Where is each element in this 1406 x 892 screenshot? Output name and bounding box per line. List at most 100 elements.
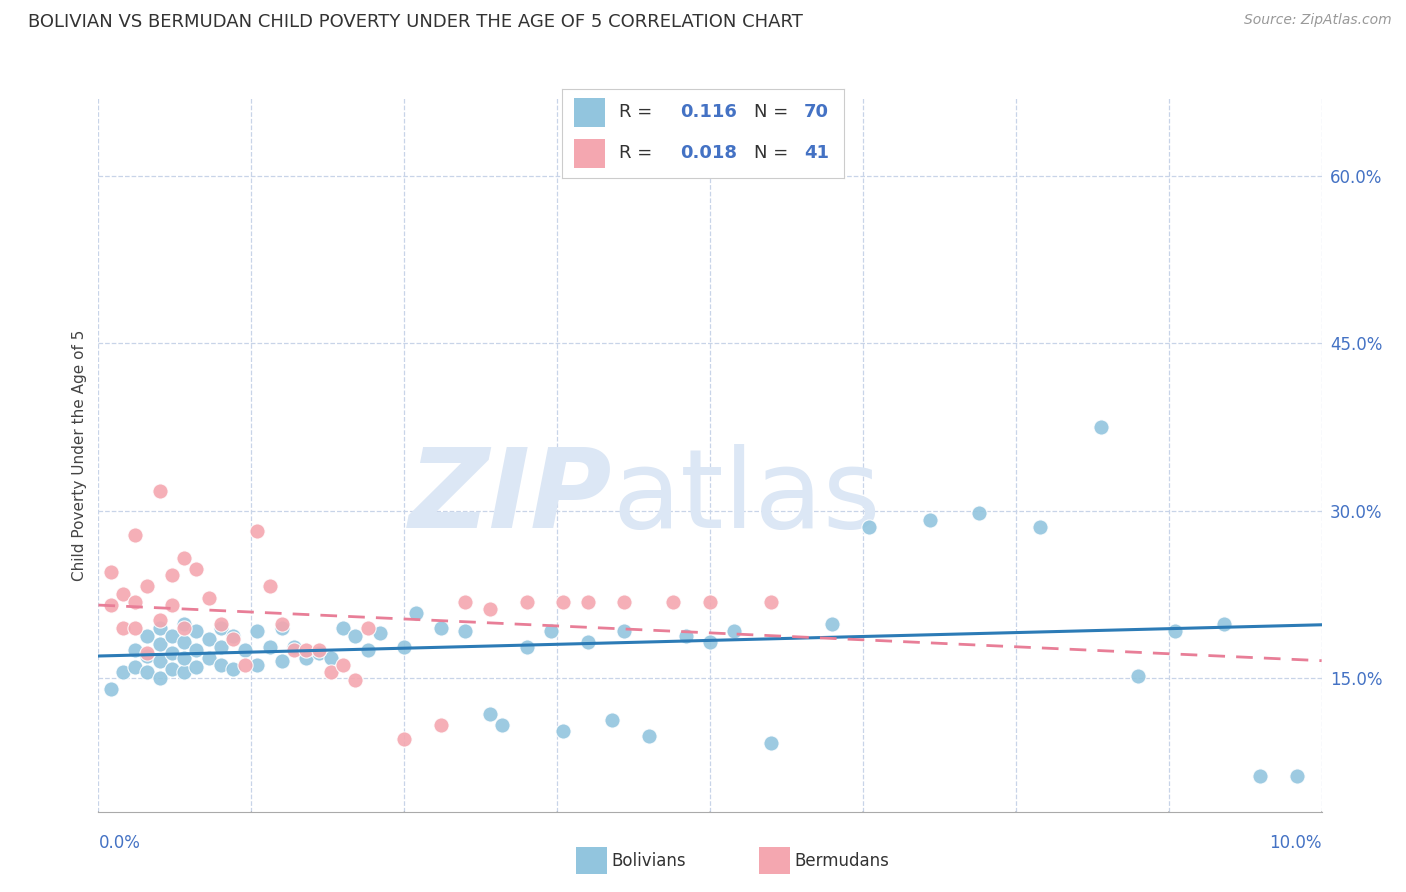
Point: [553, 724, 575, 739]
Point: [173, 651, 195, 665]
Point: [920, 512, 942, 526]
Text: 0.018: 0.018: [681, 145, 738, 162]
Text: 41: 41: [804, 145, 830, 162]
Point: [209, 617, 232, 632]
Point: [124, 595, 146, 609]
Point: [160, 646, 183, 660]
Point: [222, 628, 245, 642]
FancyBboxPatch shape: [574, 139, 605, 168]
Point: [173, 621, 195, 635]
Point: [186, 624, 208, 639]
Point: [675, 628, 697, 642]
FancyBboxPatch shape: [574, 98, 605, 127]
Point: [356, 621, 378, 635]
Text: 70: 70: [804, 103, 830, 121]
Point: [149, 621, 172, 635]
Point: [430, 621, 453, 635]
Point: [368, 626, 391, 640]
Point: [270, 621, 292, 635]
Point: [111, 665, 134, 680]
Point: [637, 729, 661, 743]
Point: [124, 621, 146, 635]
Text: R =: R =: [619, 145, 652, 162]
Text: ZIP: ZIP: [409, 444, 612, 551]
Point: [173, 550, 195, 565]
Point: [149, 637, 172, 651]
Point: [1249, 769, 1271, 783]
Point: [613, 595, 636, 609]
Point: [1164, 624, 1187, 639]
Point: [246, 524, 269, 538]
Point: [478, 602, 501, 616]
Point: [186, 562, 208, 576]
Point: [332, 657, 354, 672]
Point: [136, 580, 159, 594]
Text: N =: N =: [754, 103, 787, 121]
Point: [600, 714, 623, 728]
Point: [209, 640, 232, 654]
Point: [160, 628, 183, 642]
Text: Source: ZipAtlas.com: Source: ZipAtlas.com: [1244, 13, 1392, 28]
Point: [454, 624, 477, 639]
Point: [222, 632, 245, 646]
Text: Bermudans: Bermudans: [794, 852, 889, 870]
Point: [430, 717, 453, 731]
Point: [209, 621, 232, 635]
Point: [516, 595, 538, 609]
Point: [392, 640, 416, 654]
Point: [344, 673, 367, 688]
Point: [259, 580, 281, 594]
Point: [662, 595, 685, 609]
Point: [858, 520, 880, 534]
Point: [319, 651, 342, 665]
Text: atlas: atlas: [612, 444, 880, 551]
Point: [967, 506, 990, 520]
Text: R =: R =: [619, 103, 652, 121]
Point: [259, 640, 281, 654]
Y-axis label: Child Poverty Under the Age of 5: Child Poverty Under the Age of 5: [72, 329, 87, 581]
Point: [173, 635, 195, 649]
Point: [576, 635, 599, 649]
Point: [553, 595, 575, 609]
Point: [723, 624, 745, 639]
Point: [540, 624, 562, 639]
Text: BOLIVIAN VS BERMUDAN CHILD POVERTY UNDER THE AGE OF 5 CORRELATION CHART: BOLIVIAN VS BERMUDAN CHILD POVERTY UNDER…: [28, 13, 803, 31]
Point: [197, 591, 219, 605]
Point: [1212, 617, 1234, 632]
Point: [283, 643, 305, 657]
Point: [295, 643, 318, 657]
Point: [186, 643, 208, 657]
Point: [576, 595, 599, 609]
Point: [699, 635, 721, 649]
Point: [308, 643, 330, 657]
Point: [1029, 520, 1052, 534]
Point: [136, 648, 159, 663]
Point: [136, 628, 159, 642]
Point: [699, 595, 721, 609]
Point: [295, 651, 318, 665]
Point: [516, 640, 538, 654]
Point: [491, 717, 513, 731]
Point: [111, 587, 134, 601]
Point: [149, 613, 172, 627]
Point: [233, 643, 256, 657]
Point: [136, 646, 159, 660]
Point: [173, 665, 195, 680]
Point: [111, 621, 134, 635]
Point: [197, 651, 219, 665]
Point: [319, 665, 342, 680]
Point: [821, 617, 844, 632]
Point: [759, 735, 782, 749]
Point: [246, 657, 269, 672]
Point: [173, 617, 195, 632]
Point: [405, 607, 427, 621]
Point: [160, 599, 183, 613]
Point: [149, 483, 172, 498]
Point: [160, 568, 183, 582]
Point: [197, 632, 219, 646]
Point: [209, 657, 232, 672]
Point: [344, 628, 367, 642]
Point: [149, 654, 172, 668]
Text: N =: N =: [754, 145, 787, 162]
Point: [222, 662, 245, 676]
